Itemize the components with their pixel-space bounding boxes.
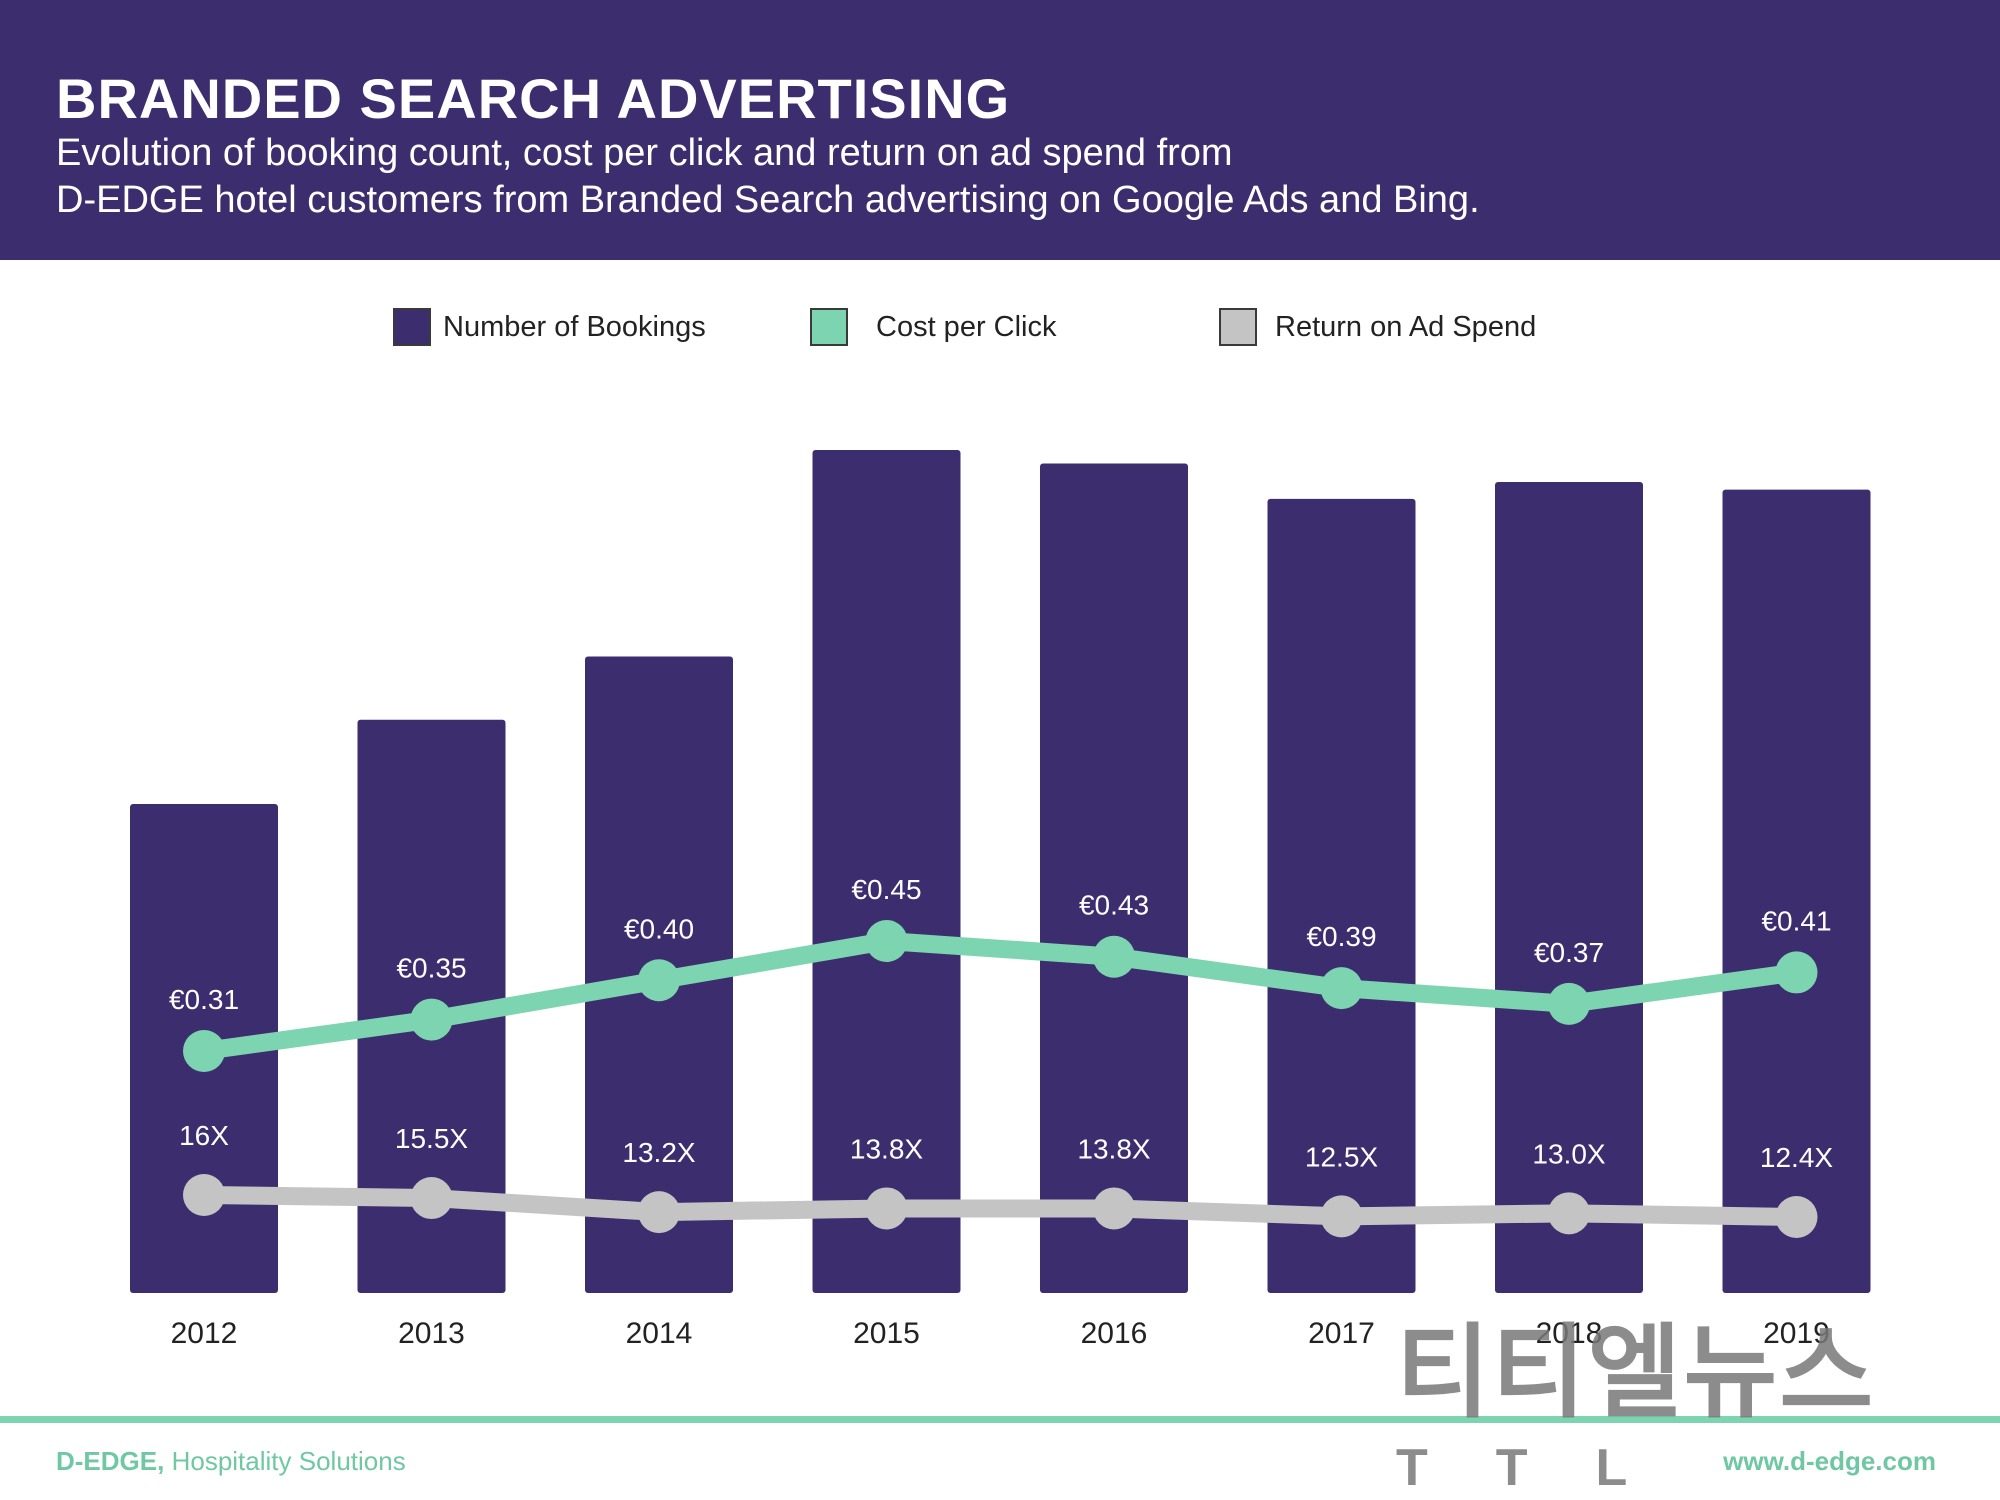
bookings-cpc-roas-chart: €0.31 €0.35 €0.40 €0.45 €0.43 €0.39 €0.37 €0.41… [130,450,1871,1350]
roas-label-2017: 12.5X [1305,1141,1378,1172]
roas-point-2016 [1093,1187,1135,1230]
subtitle-line-1: Evolution of booking count, cost per cli… [56,132,1233,174]
x-tick-2018: 2018 [1536,1317,1603,1350]
cpc-line [195,932,1806,1060]
roas-point-2019 [1775,1196,1818,1238]
cpc-label-2019: €0.41 [1761,905,1831,936]
roas-point-2018 [1548,1192,1590,1235]
legend-label-cpc: Cost per Click [876,310,1057,343]
x-tick-2016: 2016 [1081,1317,1148,1350]
roas-label-2016: 13.8X [1077,1133,1150,1164]
cpc-label-2014: €0.40 [624,913,694,944]
roas-point-2012 [183,1174,225,1216]
legend-item-bookings: Number of Bookings [393,304,706,350]
bookings-bar-2019 [1722,489,1871,1294]
legend-item-cpc: Cost per Click [810,304,1057,350]
cpc-label-2017: €0.39 [1306,921,1376,952]
watermark-subtext: TTL [1396,1439,1696,1497]
cpc-point-2012 [183,1030,225,1072]
roas-label-2013: 15.5X [395,1123,468,1154]
x-tick-2013: 2013 [398,1317,465,1350]
cpc-point-2019 [1775,951,1818,994]
roas-point-2017 [1320,1195,1363,1238]
bookings-bar-2015 [812,450,961,1293]
bookings-bar-2017 [1267,498,1416,1293]
chart-legend: Number of Bookings Cost per Click Return… [0,304,2000,350]
footer-divider [0,1416,2000,1423]
x-tick-2019: 2019 [1763,1317,1830,1350]
cpc-label-2015: €0.45 [851,874,921,905]
cpc-point-2016 [1093,935,1135,978]
cpc-label-2018: €0.37 [1534,937,1604,968]
legend-item-roas: Return on Ad Spend [1219,304,1536,350]
cpc-point-2013 [410,998,453,1041]
cpc-point-2017 [1320,967,1363,1010]
page-title: BRANDED SEARCH ADVERTISING [56,67,1011,130]
roas-label-2018: 13.0X [1532,1138,1605,1169]
cpc-label-2013: €0.35 [396,953,466,984]
x-tick-2014: 2014 [626,1317,693,1350]
roas-label-2015: 13.8X [850,1133,923,1164]
cpc-label-2012: €0.31 [169,984,239,1015]
x-axis-ticks: 2012 2013 2014 2015 2016 2017 2018 2019 [171,1317,1830,1350]
roas-label-2014: 13.2X [622,1137,695,1168]
footer-brand: D-EDGE, [56,1446,165,1476]
footer-brand-text: D-EDGE, Hospitality Solutions [56,1446,406,1477]
bookings-bars [130,450,1871,1294]
watermark-text: 티티엘뉴스 [1396,1316,1876,1430]
roas-point-2015 [865,1187,908,1230]
roas-point-2013 [410,1177,453,1220]
subtitle-line-2: D-EDGE hotel customers from Branded Sear… [56,179,1480,221]
x-tick-2015: 2015 [853,1317,920,1350]
roas-label-2012: 16X [179,1120,229,1151]
roas-line-series: 16X 15.5X 13.2X 13.8X 13.8X 12.5X 13.0X 12.4X [179,1120,1833,1238]
header-banner: BRANDED SEARCH ADVERTISING Evolution of … [0,0,2000,260]
cpc-label-2016: €0.43 [1079,890,1149,921]
x-tick-2012: 2012 [171,1317,238,1350]
legend-swatch-bookings [393,308,431,346]
legend-swatch-cpc [810,308,848,346]
cpc-point-2018 [1548,982,1590,1025]
cpc-point-2014 [638,959,680,1002]
legend-label-bookings: Number of Bookings [443,310,706,343]
legend-label-roas: Return on Ad Spend [1275,310,1537,343]
roas-point-2014 [638,1191,680,1234]
footer-tagline: Hospitality Solutions [171,1446,406,1476]
cpc-point-2015 [865,920,908,962]
roas-line [195,1186,1806,1226]
x-tick-2017: 2017 [1308,1317,1375,1350]
page-subtitle: Evolution of booking count, cost per cli… [56,130,1936,224]
bookings-bar-2018 [1495,482,1643,1293]
legend-swatch-roas [1219,308,1257,346]
bookings-bar-2016 [1040,463,1188,1293]
roas-label-2019: 12.4X [1760,1142,1833,1173]
footer-url[interactable]: www.d-edge.com [1723,1446,1936,1476]
cpc-line-series: €0.31 €0.35 €0.40 €0.45 €0.43 €0.39 €0.37 €0.41 [169,874,1832,1072]
